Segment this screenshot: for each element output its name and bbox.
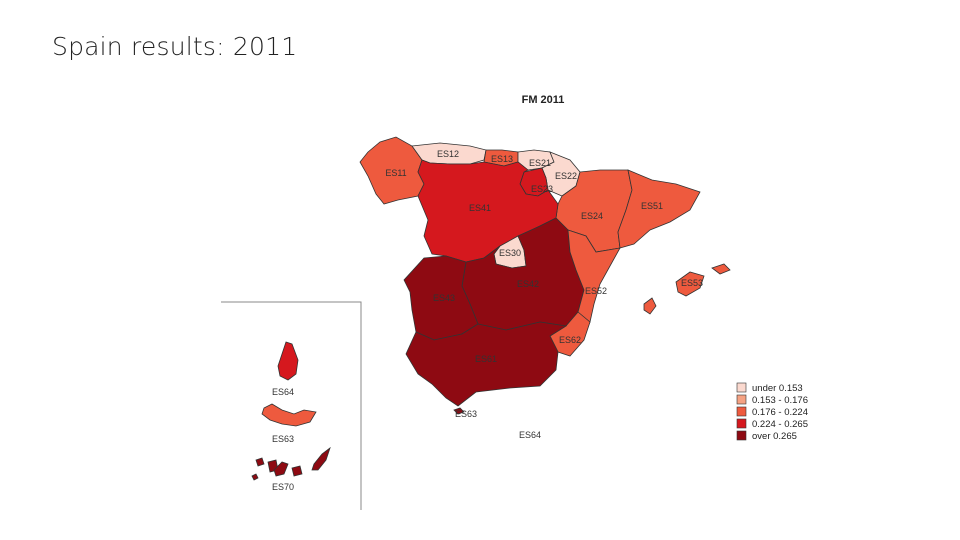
inset-region-es64[interactable]	[277, 341, 299, 381]
region-es53-island[interactable]	[711, 263, 731, 275]
legend-swatch	[736, 430, 747, 441]
region-label-es51: ES51	[641, 201, 663, 211]
region-es41[interactable]	[417, 159, 559, 263]
map-title: FM 2011	[522, 94, 565, 106]
legend-label: over 0.265	[752, 431, 797, 442]
inset-region-es70[interactable]	[251, 446, 331, 481]
inset-label-es63: ES63	[272, 434, 294, 444]
legend-swatch	[736, 406, 747, 417]
region-es61[interactable]	[405, 321, 568, 407]
region-label-es52: ES52	[585, 286, 607, 296]
canary-inset: ES64 ES63 ES70	[221, 301, 362, 510]
inset-region-es63[interactable]	[261, 403, 317, 427]
legend-label: 0.153 - 0.176	[752, 395, 808, 406]
region-es22[interactable]	[541, 151, 581, 197]
region-label-es43: ES43	[433, 293, 455, 303]
region-label-es12: ES12	[437, 149, 459, 159]
region-label-es11: ES11	[385, 168, 406, 178]
region-label-es63: ES63	[455, 409, 477, 419]
legend-label: 0.224 - 0.265	[752, 419, 808, 430]
legend-swatch	[736, 418, 747, 429]
inset-label-es70: ES70	[272, 482, 294, 492]
region-label-es61: ES61	[475, 354, 497, 364]
region-es63[interactable]	[453, 407, 465, 415]
inset-label-es64: ES64	[272, 387, 294, 397]
legend-label: 0.176 - 0.224	[752, 407, 808, 418]
region-label-es24: ES24	[581, 211, 603, 221]
slide-title: Spain results: 2011	[52, 32, 298, 61]
legend-swatch	[736, 394, 747, 405]
region-es51[interactable]	[617, 169, 701, 249]
region-label-es64: ES64	[519, 430, 541, 440]
region-es53-island[interactable]	[643, 297, 657, 315]
inset-frame	[221, 301, 362, 510]
region-label-es53: ES53	[681, 278, 703, 288]
region-label-es41: ES41	[469, 203, 491, 213]
region-label-es42: ES42	[517, 279, 539, 289]
region-label-es30: ES30	[499, 248, 521, 258]
region-labels: ES11 ES12 ES13 ES21 ES22 ES23 ES24 ES30 …	[385, 149, 703, 440]
legend-swatch	[736, 382, 747, 393]
mainland-regions	[359, 136, 731, 415]
region-label-es22: ES22	[555, 171, 577, 181]
region-label-es13: ES13	[491, 154, 513, 164]
region-es53[interactable]	[675, 271, 705, 297]
region-label-es21: ES21	[529, 158, 551, 168]
legend-label: under 0.153	[752, 383, 803, 394]
region-label-es23: ES23	[531, 184, 553, 194]
region-label-es62: ES62	[559, 335, 581, 345]
